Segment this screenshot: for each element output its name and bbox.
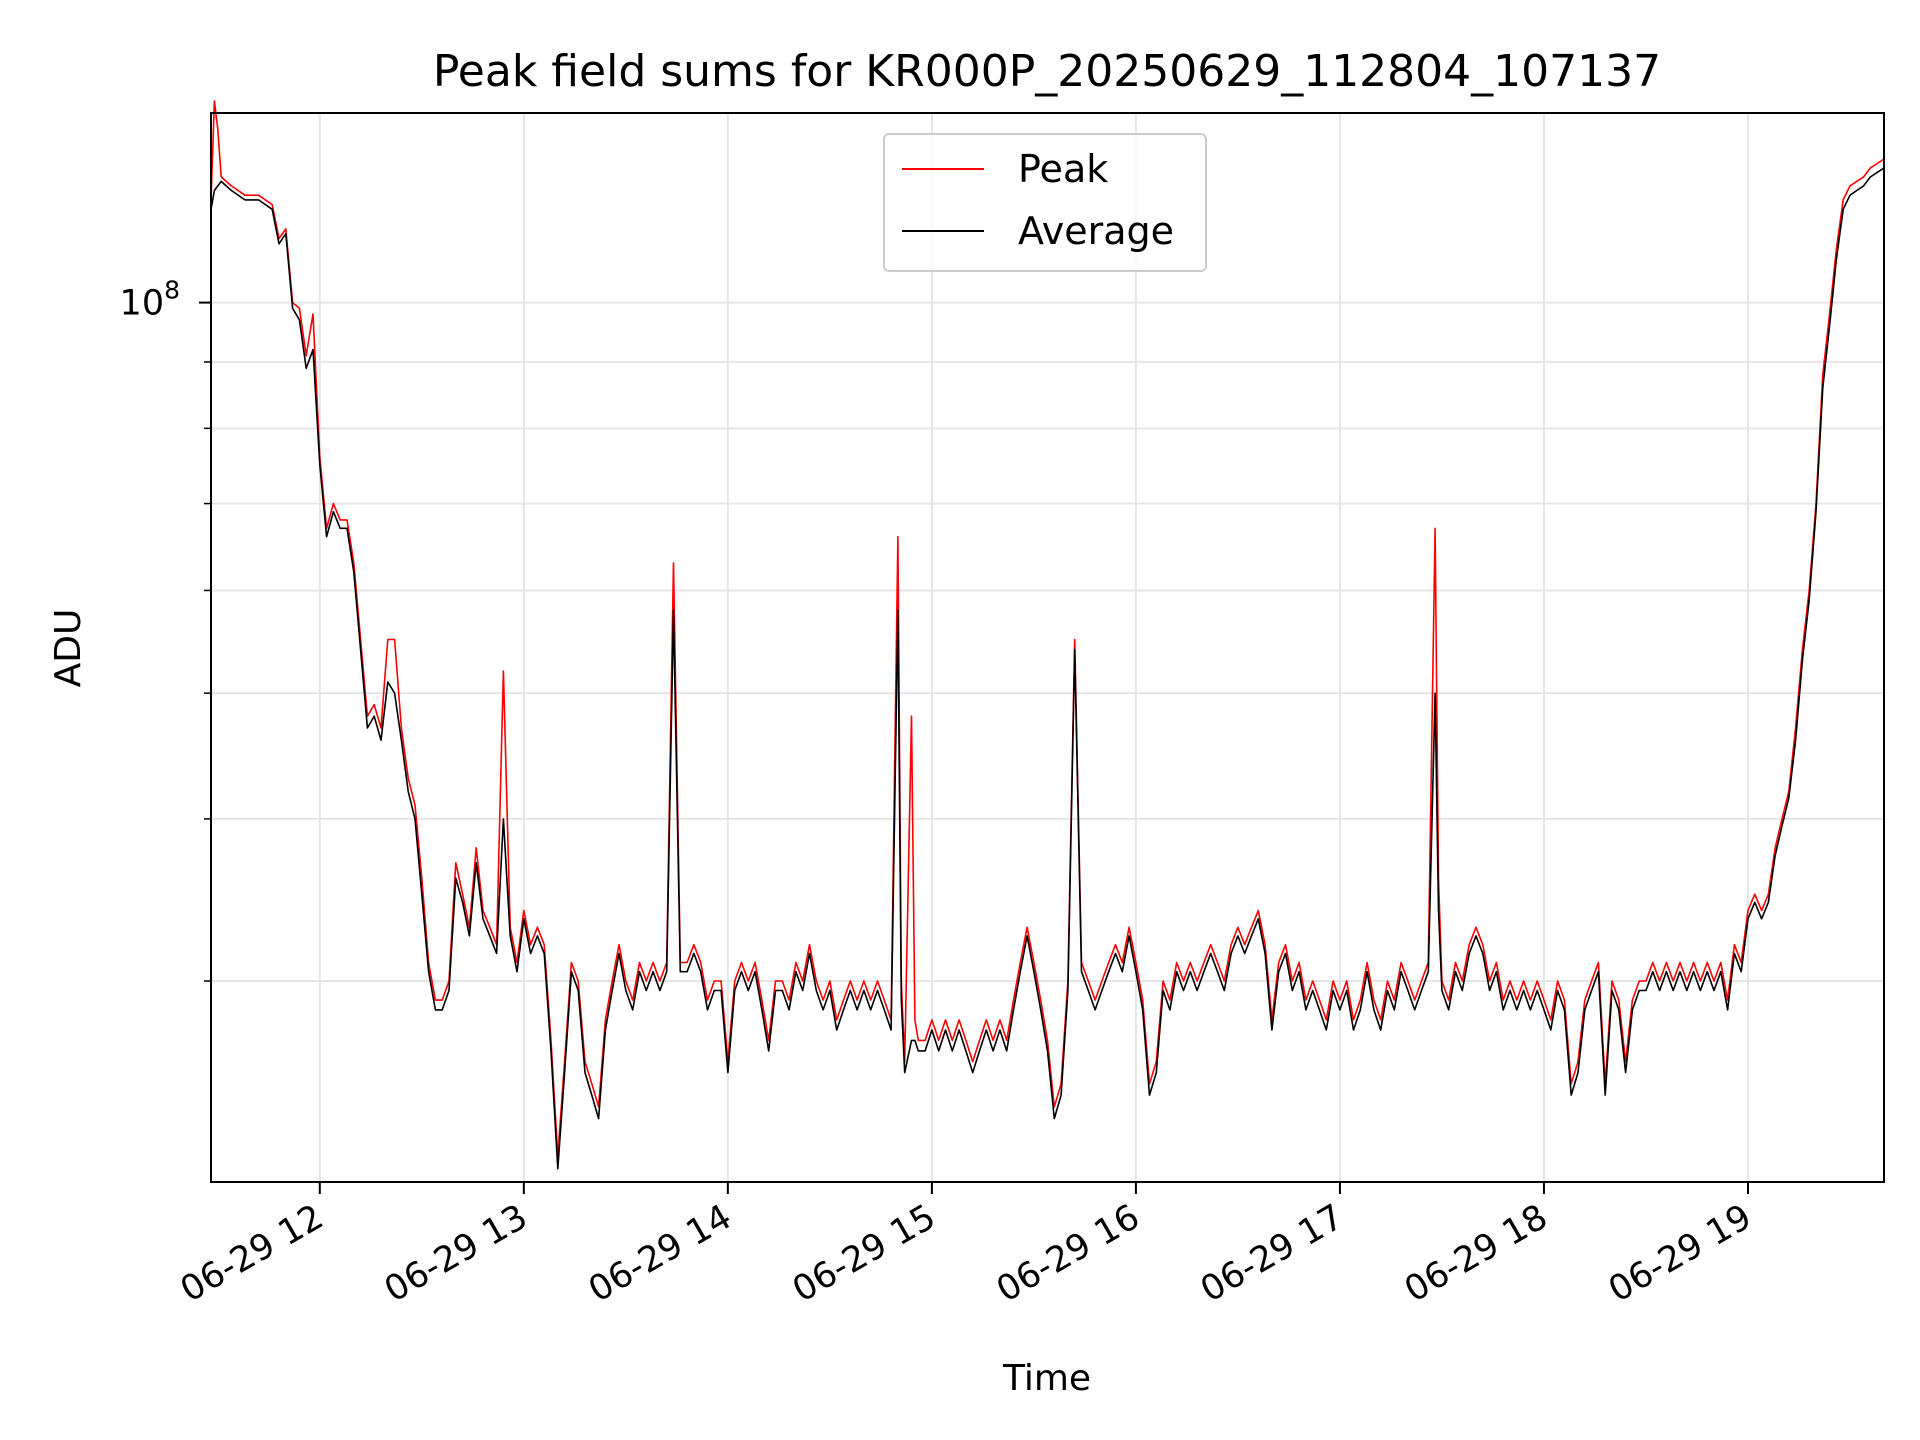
series-line-average — [210, 167, 1885, 1170]
plot-frame — [210, 112, 1885, 1183]
y-tick-label: 108 — [120, 276, 180, 324]
chart-title: Peak field sums for KR000P_20250629_1128… — [433, 46, 1661, 97]
legend-label-average: Average — [1018, 209, 1174, 253]
series-layer — [210, 100, 1885, 1170]
y-tick-label-base: 10 — [120, 284, 165, 324]
legend: Peak Average — [883, 133, 1207, 272]
x-axis-label: Time — [1002, 1358, 1091, 1399]
y-axis-label: ADU — [48, 609, 89, 688]
y-tick-label-exponent: 8 — [164, 276, 180, 305]
legend-label-peak: Peak — [1018, 147, 1108, 191]
y-axis: 108 — [120, 276, 211, 982]
grid — [211, 113, 1884, 1182]
